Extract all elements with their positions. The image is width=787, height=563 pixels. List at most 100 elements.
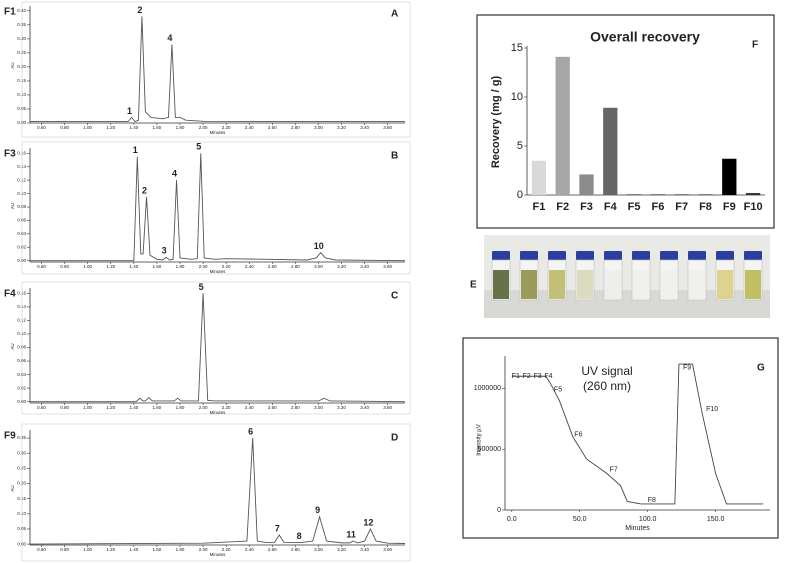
x-tick-label: 0.60 xyxy=(37,264,46,269)
y-tick-label: 500000 xyxy=(478,446,501,453)
x-tick-label: 2.00 xyxy=(199,405,208,410)
panel-f-frame xyxy=(476,14,775,229)
y-tick-label: 0 xyxy=(517,189,523,201)
peak-label: F10 xyxy=(706,406,718,413)
x-tick-label: 1.80 xyxy=(176,547,185,552)
plot-frame xyxy=(21,281,411,415)
x-tick-label: 3.20 xyxy=(337,125,346,130)
x-tick-label: 2.60 xyxy=(268,547,277,552)
bar xyxy=(674,194,689,195)
trace xyxy=(29,438,406,545)
peak-label: 8 xyxy=(297,531,302,541)
peak-label: F2 xyxy=(523,373,531,380)
x-tick-label: 3.00 xyxy=(314,405,323,410)
x-tick-label: 2.60 xyxy=(268,264,277,269)
x-tick-label: 1.80 xyxy=(176,125,185,130)
plot-frame xyxy=(21,141,411,275)
x-axis-label: Minutes xyxy=(210,552,227,557)
x-tick-label: 3.60 xyxy=(383,547,392,552)
vial-liquid xyxy=(493,270,509,299)
x-tick-label: 2.00 xyxy=(199,264,208,269)
trace xyxy=(511,363,764,505)
x-tick-label: F6 xyxy=(651,201,664,213)
x-tick-label: 3.00 xyxy=(314,547,323,552)
peak-label: 2 xyxy=(137,5,142,15)
x-tick-label: 1.60 xyxy=(153,547,162,552)
x-tick-label: 3.40 xyxy=(360,405,369,410)
x-tick-label: F1 xyxy=(532,201,545,213)
x-tick-label: 2.20 xyxy=(222,547,231,552)
peak-label: 5 xyxy=(199,282,204,292)
y-tick-label: 0 xyxy=(497,507,501,514)
panel-label: D xyxy=(391,433,398,444)
x-tick-label: 2.20 xyxy=(222,405,231,410)
peak-label: 5 xyxy=(196,142,201,152)
x-tick-label: 1.20 xyxy=(106,405,115,410)
bar xyxy=(722,158,737,195)
x-tick-label: 1.20 xyxy=(106,547,115,552)
x-tick-label: 3.00 xyxy=(314,125,323,130)
x-tick-label: 2.40 xyxy=(245,264,254,269)
x-tick-label: 2.80 xyxy=(291,264,300,269)
vial-cap xyxy=(632,251,650,260)
x-tick-label: 3.00 xyxy=(314,264,323,269)
x-tick-label: 50.0 xyxy=(573,516,587,523)
vial-liquid xyxy=(521,270,537,299)
peak-label: F4 xyxy=(544,373,552,380)
x-tick-label: F9 xyxy=(723,201,736,213)
y-tick-label: 10 xyxy=(511,91,523,103)
x-tick-label: 3.40 xyxy=(360,125,369,130)
x-axis-label: Minutes xyxy=(625,525,650,532)
vial-cap xyxy=(744,251,762,260)
trace xyxy=(30,293,406,403)
chart-title: Overall recovery xyxy=(590,29,700,45)
chart-title: (260 nm) xyxy=(583,379,631,393)
panel-label: F xyxy=(752,40,758,51)
y-axis-label: AU xyxy=(10,203,15,209)
panel-label: A xyxy=(391,9,398,20)
x-tick-label: 2.80 xyxy=(291,405,300,410)
peak-label: F5 xyxy=(554,386,562,393)
vial-cap xyxy=(688,251,706,260)
series-name: F4 xyxy=(4,289,16,300)
peak-label: 7 xyxy=(275,523,280,533)
x-tick-label: 1.20 xyxy=(106,264,115,269)
x-tick-label: 1.20 xyxy=(106,125,115,130)
x-tick-label: 1.60 xyxy=(153,405,162,410)
x-tick-label: 3.60 xyxy=(383,264,392,269)
peak-label: F3 xyxy=(534,373,542,380)
plot-frame xyxy=(21,1,411,138)
y-axis-label: Intensity µV xyxy=(477,424,483,455)
x-tick-label: 1.60 xyxy=(153,125,162,130)
x-tick-label: 1.40 xyxy=(129,125,138,130)
x-tick-label: 0.60 xyxy=(37,547,46,552)
x-tick-label: 1.00 xyxy=(83,405,92,410)
y-axis-label: AU xyxy=(10,62,15,68)
bar xyxy=(579,174,594,195)
x-tick-label: 1.00 xyxy=(83,547,92,552)
x-tick-label: 0.80 xyxy=(60,125,69,130)
vial-cap xyxy=(492,251,510,260)
x-axis-label: Minutes xyxy=(210,269,227,274)
x-tick-label: 3.60 xyxy=(383,125,392,130)
y-axis-label: AU xyxy=(10,343,15,349)
x-tick-label: 2.20 xyxy=(222,125,231,130)
peak-label: 3 xyxy=(162,246,167,256)
x-tick-label: 1.40 xyxy=(129,264,138,269)
x-tick-label: 3.20 xyxy=(337,405,346,410)
x-tick-label: 1.60 xyxy=(153,264,162,269)
peak-label: 2 xyxy=(142,185,147,195)
vial-cap xyxy=(716,251,734,260)
plot-frame xyxy=(21,423,411,562)
series-name: F3 xyxy=(4,149,16,160)
y-tick-label: 15 xyxy=(511,42,523,54)
x-tick-label: 2.00 xyxy=(199,125,208,130)
x-tick-label: 3.40 xyxy=(360,547,369,552)
trace xyxy=(30,16,406,123)
x-tick-label: 0.0 xyxy=(507,516,517,523)
peak-label: F8 xyxy=(648,497,656,504)
x-tick-label: 2.60 xyxy=(268,125,277,130)
peak-label: F6 xyxy=(574,431,582,438)
peak-label: 12 xyxy=(363,517,373,527)
vial-cap xyxy=(576,251,594,260)
